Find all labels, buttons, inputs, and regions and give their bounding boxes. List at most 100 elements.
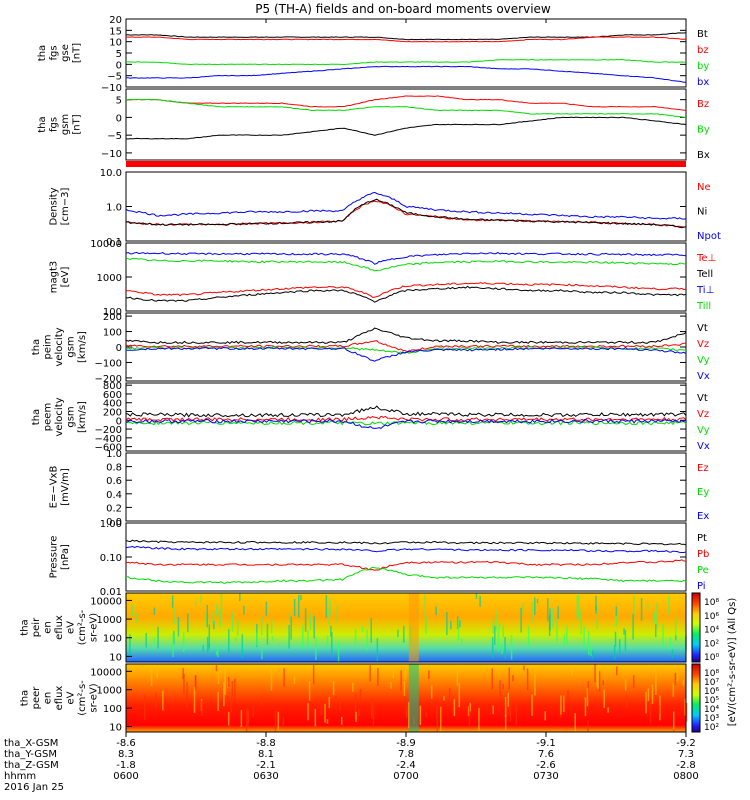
spectrogram-cell <box>307 703 309 721</box>
spectrogram-cell <box>403 625 405 643</box>
legend-till: Till <box>696 301 711 312</box>
y-axis-label: eflux <box>54 615 65 640</box>
colorbar-tick-label: 10⁴ <box>704 626 719 636</box>
y-tick-label: 400 <box>103 399 122 410</box>
legend-ne: Ne <box>697 182 711 193</box>
legend-vz: Vz <box>697 409 709 420</box>
legend-by: By <box>697 125 710 136</box>
spectrogram-cell <box>155 692 157 708</box>
y-tick-label: 1000 <box>97 686 122 697</box>
y-tick-label: −5 <box>107 72 122 83</box>
spectrogram-cell <box>653 611 656 624</box>
spectrogram-cell <box>320 703 323 716</box>
legend-ti⊥: Ti⊥ <box>696 285 714 296</box>
y-tick-label: 5 <box>116 96 122 107</box>
y-tick-label: 0.2 <box>106 503 122 514</box>
y-axis-label: peir <box>31 617 42 637</box>
spectrogram-cell <box>266 623 269 645</box>
spectrogram-cell <box>171 595 174 608</box>
y-tick-label: 800 <box>103 381 122 392</box>
spectrogram-cell <box>597 669 599 689</box>
y-axis-label: gsm <box>66 406 77 427</box>
spectrogram-cell <box>358 709 360 716</box>
y-tick-label: 10 <box>109 722 122 733</box>
spectrogram-cell <box>625 694 628 708</box>
spectrogram-cell <box>547 598 549 622</box>
spectrogram-cell <box>461 638 463 644</box>
spectrogram-cell <box>227 711 230 726</box>
spectrogram-cell <box>682 679 685 686</box>
spectrogram-cell <box>587 720 589 732</box>
spectrogram-cell <box>436 719 439 732</box>
series-line-pe <box>126 566 687 584</box>
spectrogram-cell <box>247 708 249 728</box>
colorbar-tick-label: 10² <box>704 723 719 733</box>
spectrogram-cell <box>212 613 214 625</box>
y-axis-label: velocity <box>54 397 65 436</box>
spectrogram-cell <box>194 675 197 690</box>
spectrogram-cell <box>215 665 218 672</box>
spectrogram-cell <box>406 709 408 718</box>
panel-efield: E=−VxB [mV/m] 1.0 0.8 0.6 0.4 0.2 0.0 Ez Ey Ex <box>48 449 709 528</box>
y-tick-label: 0 <box>116 416 122 427</box>
spectrogram-cell <box>376 638 379 662</box>
spectrogram-cell <box>544 711 547 721</box>
spectrogram-cell <box>509 698 512 723</box>
spectrogram-cell <box>131 604 133 617</box>
y-axis-label: eV <box>66 621 77 634</box>
spectrogram-cell <box>533 597 536 615</box>
legend-bx: Bx <box>697 150 710 161</box>
spectrogram-cell <box>326 635 329 650</box>
spectrogram-cell <box>504 636 506 659</box>
x-gsm-value: -8.6 <box>116 738 136 749</box>
y-axis-label: Pressure <box>48 536 59 579</box>
y-tick-label: 1.0 <box>106 449 122 460</box>
z-gsm-value: -2.6 <box>536 760 556 771</box>
spectrogram-cell <box>647 604 649 610</box>
colorbar-tick-label: 10⁶ <box>704 612 719 622</box>
spectrogram-cell <box>270 618 273 634</box>
spectrogram-cell <box>234 678 236 702</box>
y-axis-label: eflux <box>54 686 65 711</box>
x-axis-row-label: tha_Z-GSM <box>4 760 59 771</box>
spectrogram-cell <box>324 703 326 723</box>
spectrogram-cell <box>596 664 599 687</box>
spectrogram-cell <box>422 609 425 618</box>
y-axis-label: (cm²-s- <box>77 680 88 716</box>
spectrogram-cell <box>504 696 507 718</box>
colorbar: 10⁸10⁶10⁴10²10⁰10⁸10⁷10⁶10⁵10⁴10³10²[eV/… <box>691 592 738 733</box>
spectrogram-cell <box>548 614 551 636</box>
spectrogram-cell <box>574 713 576 732</box>
spectrogram-cell <box>674 672 677 686</box>
y-axis-label: tha <box>20 690 31 706</box>
x-gsm-value: -9.2 <box>676 738 696 749</box>
series-line-vx <box>125 418 687 429</box>
spectrogram-cell <box>531 694 533 716</box>
spectrogram-cell <box>283 668 285 687</box>
spectrogram-cell <box>623 628 625 635</box>
spectrogram-cell <box>669 637 672 651</box>
spectrogram-cell <box>468 706 471 726</box>
spectrogram-cell <box>354 629 357 644</box>
panel-frame <box>125 592 687 663</box>
spectrogram-cell <box>308 680 311 701</box>
spectrogram-cell <box>217 643 219 657</box>
spectrogram-cell <box>655 624 657 638</box>
spectrogram-cell <box>668 595 670 615</box>
y-axis-label: en <box>43 692 54 705</box>
spectrogram-cell <box>392 670 395 679</box>
y-axis-label: (cm²-s- <box>77 609 88 645</box>
spectrogram-cell <box>227 676 230 688</box>
spectrogram-cell <box>335 695 337 710</box>
spectrogram-cell <box>328 608 331 625</box>
spectrogram-cell <box>355 711 357 723</box>
panel-frame <box>125 18 687 88</box>
legend-vt: Vt <box>697 323 708 334</box>
spectrogram-cell <box>590 646 592 657</box>
legend-bz: Bz <box>697 99 709 110</box>
spectrogram-cell <box>614 631 617 647</box>
y-axis-label: tha <box>37 116 48 132</box>
series-line-till <box>125 257 687 272</box>
spectrogram-cell <box>645 691 647 714</box>
spectrogram-cell <box>186 682 188 708</box>
